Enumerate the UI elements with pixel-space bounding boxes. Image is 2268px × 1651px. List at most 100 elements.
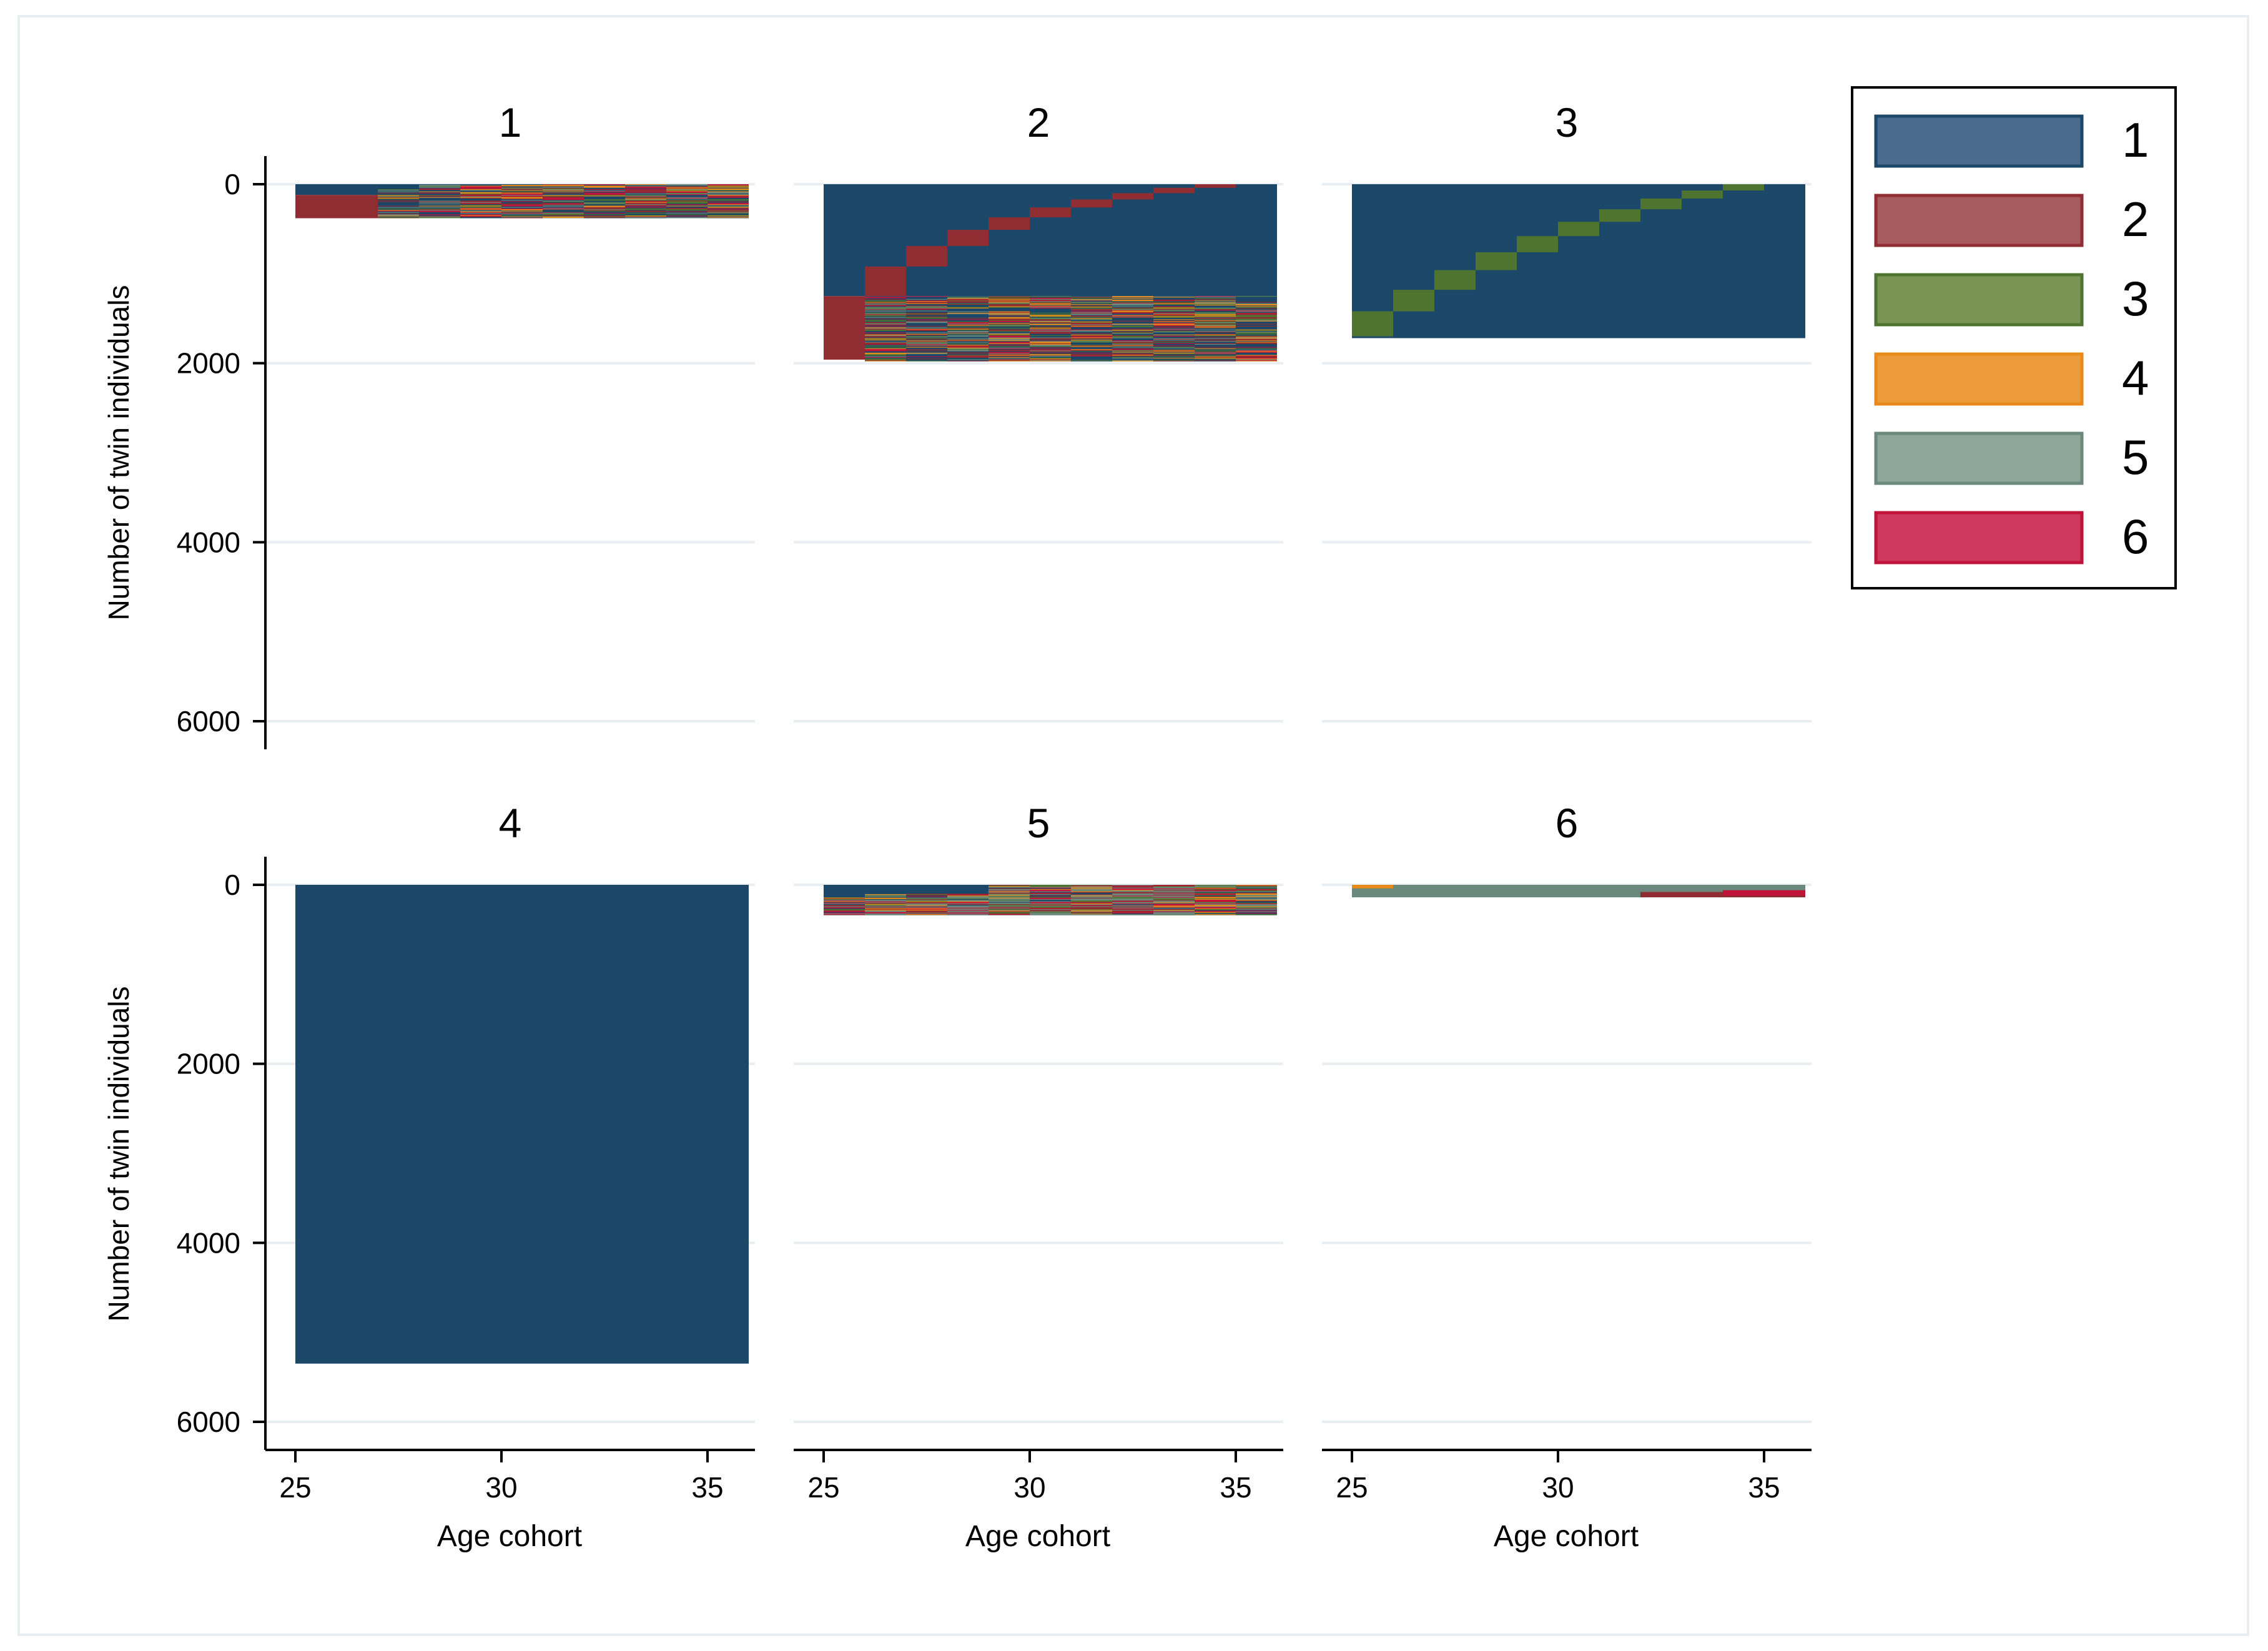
sequence-stripe	[666, 191, 708, 193]
sequence-stripe	[947, 320, 989, 322]
sequence-stripe	[1112, 348, 1154, 350]
sequence-stripe	[865, 305, 907, 307]
sequence-stripe	[989, 904, 1030, 905]
sequence-stripe	[378, 214, 420, 215]
sequence-stripe	[1112, 897, 1154, 899]
sequence-stripe	[584, 195, 626, 197]
sequence-stripe	[1030, 348, 1072, 350]
sequence-stripe	[1153, 900, 1195, 902]
sequence-stripe	[708, 210, 749, 212]
sequence-stripe	[378, 205, 420, 207]
sequence-stripe	[1112, 310, 1154, 312]
sequence-stripe	[1236, 356, 1277, 358]
sequence-stripe	[989, 905, 1030, 907]
sequence-stripe	[906, 333, 948, 335]
sequence-stripe	[1236, 311, 1277, 313]
sequence-stripe	[1236, 323, 1277, 325]
sequence-stripe	[1236, 888, 1277, 890]
sequence-stripe	[1030, 907, 1072, 909]
sequence-stripe	[584, 195, 626, 196]
x-tick-label: 30	[1542, 1471, 1574, 1504]
sequence-stripe	[989, 315, 1030, 317]
sequence-stripe	[1030, 311, 1072, 313]
sequence-stripe	[1071, 342, 1113, 344]
sequence-stripe	[584, 216, 626, 218]
sequence-stripe	[1153, 333, 1195, 335]
legend-swatch-5	[1874, 431, 2084, 485]
sequence-stripe	[1195, 306, 1236, 308]
sequence-stripe	[1030, 890, 1072, 891]
sequence-stripe	[1153, 319, 1195, 321]
sequence-stripe	[1030, 885, 1072, 886]
sequence-stripe	[1030, 887, 1072, 889]
sequence-stripe	[906, 906, 948, 908]
sequence-stripe	[419, 204, 461, 205]
sequence-stripe	[1236, 328, 1277, 330]
sequence-stripe	[1153, 357, 1195, 359]
x-tick-label: 30	[485, 1471, 517, 1504]
sequence-stripe	[1112, 343, 1154, 345]
sequence-stripe	[906, 350, 948, 352]
sequence-stripe	[1071, 330, 1113, 332]
sequence-stripe	[501, 215, 543, 217]
sequence-stripe	[989, 350, 1030, 351]
sequence-stripe	[1195, 305, 1236, 306]
sequence-stripe	[584, 205, 626, 206]
sequence-stripe	[1071, 342, 1113, 343]
sequence-stripe	[1030, 301, 1072, 303]
sequence-stripe	[865, 316, 907, 318]
sequence-stripe	[947, 328, 989, 330]
sequence-stripe	[378, 202, 420, 204]
sequence-stripe	[1030, 355, 1072, 357]
sequence-stripe	[1153, 886, 1195, 888]
sequence-stripe	[1195, 334, 1236, 336]
sequence-stripe	[1153, 898, 1195, 900]
sequence-stripe	[708, 191, 749, 193]
sequence-stripe	[543, 185, 584, 186]
sequence-stripe	[1071, 350, 1113, 351]
sequence-stripe	[865, 328, 907, 330]
sequence-stripe	[1236, 303, 1277, 305]
sequence-stripe	[1112, 349, 1154, 350]
sequence-stripe	[1030, 328, 1072, 330]
legend-swatch-6	[1874, 511, 2084, 564]
sequence-stripe	[824, 900, 865, 901]
figure-frame	[17, 15, 2249, 1636]
sequence-stripe	[1236, 891, 1277, 893]
sequence-stripe	[1030, 297, 1072, 299]
sequence-stripe	[1112, 352, 1154, 353]
sequence-stripe	[989, 912, 1030, 914]
sequence-stripe	[1030, 910, 1072, 912]
sequence-stripe	[1030, 330, 1072, 332]
sequence-stripe	[1236, 912, 1277, 914]
sequence-stripe	[865, 896, 907, 898]
sequence-stripe	[906, 309, 948, 310]
sequence-stripe	[1030, 892, 1072, 894]
sequence-stripe	[947, 334, 989, 336]
sequence-stripe	[1153, 306, 1195, 308]
sequence-stripe	[865, 327, 907, 328]
sequence-stripe	[1071, 325, 1113, 327]
sequence-stripe	[1195, 326, 1236, 328]
sequence-stripe	[1195, 899, 1236, 900]
sequence-stripe	[989, 353, 1030, 355]
sequence-stripe	[1195, 345, 1236, 346]
sequence-stripe	[1030, 323, 1072, 325]
sequence-stripe	[1195, 892, 1236, 894]
sequence-stripe	[1195, 354, 1236, 355]
sequence-stripe	[708, 214, 749, 215]
sequence-stripe	[1030, 914, 1072, 915]
sequence-stripe	[1030, 900, 1072, 901]
sequence-stripe	[947, 298, 989, 300]
sequence-stripe	[1030, 307, 1072, 309]
sequence-stripe	[460, 200, 502, 202]
sequence-stripe	[584, 199, 626, 200]
sequence-stripe	[1153, 897, 1195, 899]
sequence-stripe	[1153, 901, 1195, 903]
sequence-stripe	[666, 201, 708, 203]
sequence-stripe	[947, 341, 989, 343]
sequence-stripe	[865, 330, 907, 332]
sequence-stripe	[419, 214, 461, 215]
sequence-stripe	[947, 299, 989, 301]
sequence-stripe	[865, 326, 907, 328]
